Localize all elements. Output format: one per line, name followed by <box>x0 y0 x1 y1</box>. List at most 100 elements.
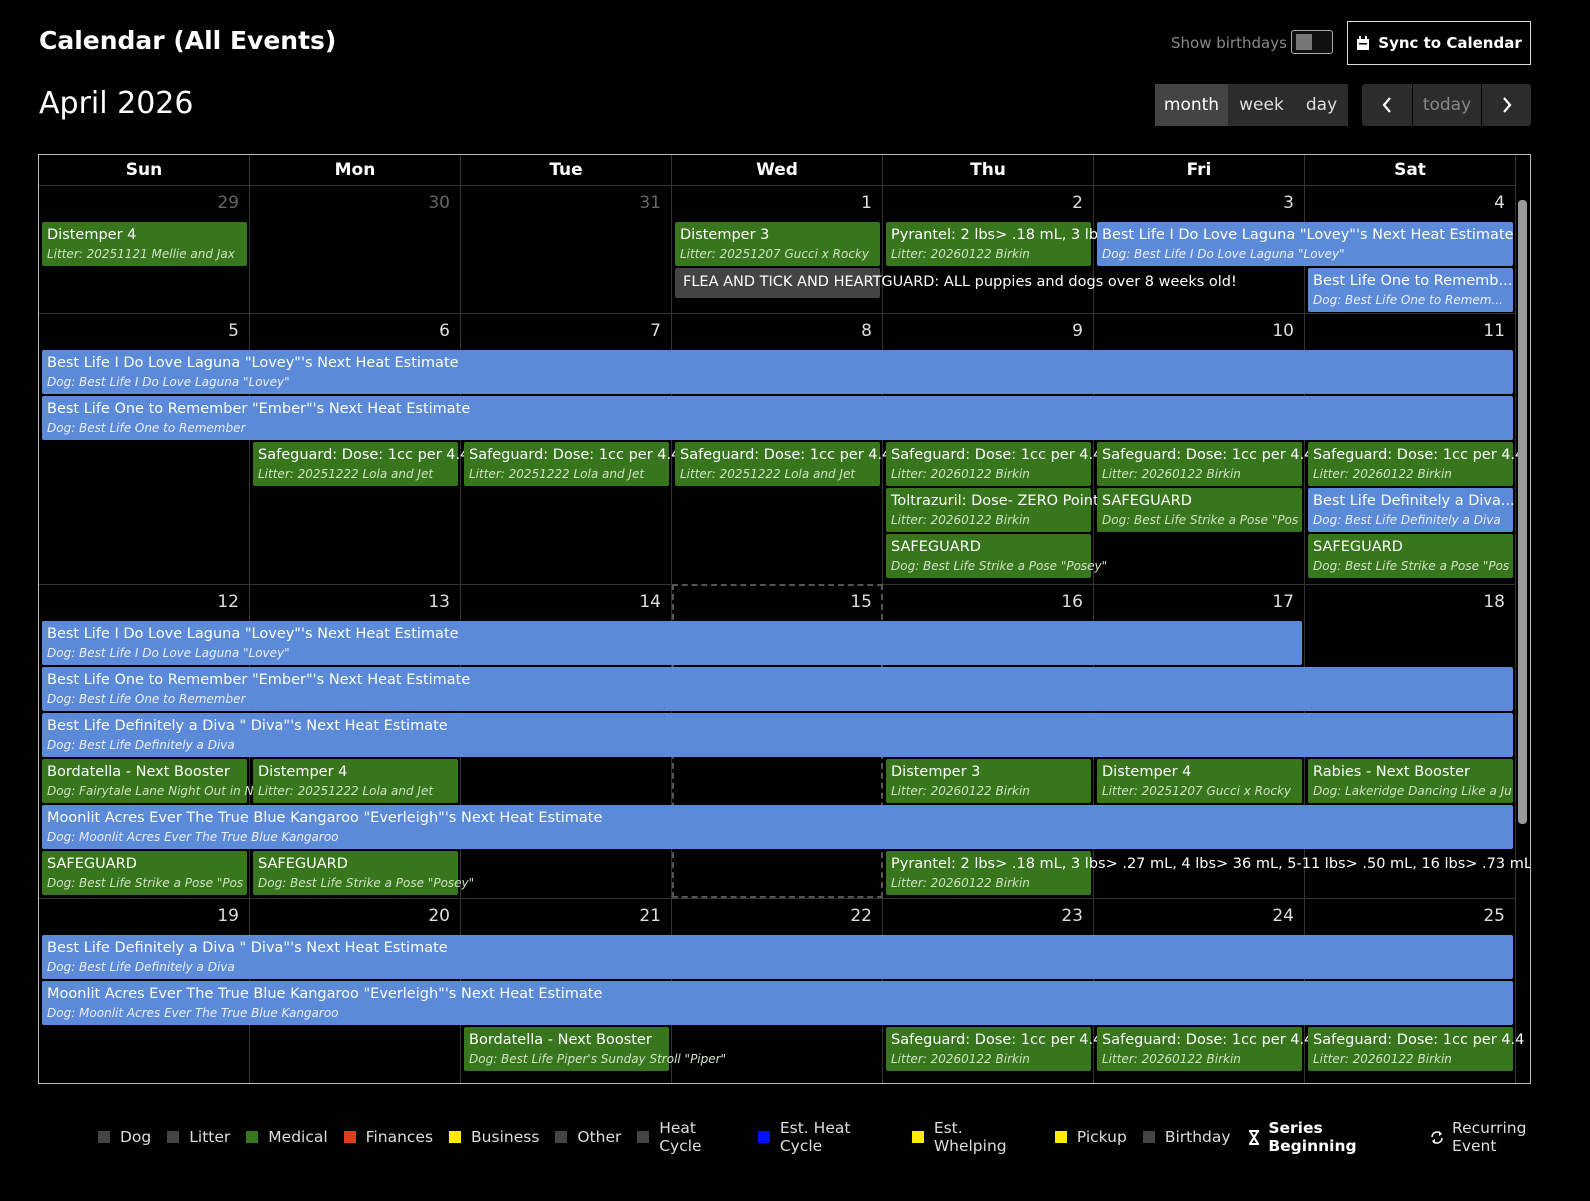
legend-item: Finances <box>343 1119 434 1155</box>
event-subtitle: Litter: 20251207 Gucci x Rocky <box>680 247 869 261</box>
event[interactable]: Safeguard: Dose: 1cc per 4.4 Litter: 2025… <box>464 442 680 486</box>
event[interactable]: FLEA AND TICK AND HEARTGUARD: ALL puppie… <box>675 268 1237 298</box>
event-title: Safeguard: Dose: 1cc per 4.4 <box>1313 1032 1525 1048</box>
day-number: 14 <box>639 592 661 612</box>
event-subtitle: Litter: 20260122 Birkin <box>1313 1052 1452 1066</box>
event-subtitle: Litter: 20251207 Gucci x Rocky <box>1102 784 1291 798</box>
event-subtitle: Litter: 20260122 Birkin <box>891 876 1030 890</box>
event-subtitle: Litter: 20251121 Mellie and Jax <box>47 247 235 261</box>
event[interactable]: Distemper 4 Litter: 20251207 Gucci x Rock… <box>1097 759 1302 803</box>
view-button[interactable]: day <box>1295 84 1348 126</box>
legend-item: Dog <box>98 1119 151 1155</box>
event[interactable]: Best Life Definitely a Diva " Diva"'s Ne… <box>42 713 1513 757</box>
day-number: 6 <box>439 321 450 341</box>
event[interactable]: Safeguard: Dose: 1cc per 4.4 Litter: 2026… <box>886 442 1103 486</box>
day-number: 8 <box>861 321 872 341</box>
view-button[interactable]: month <box>1155 84 1228 126</box>
prev-button[interactable] <box>1362 84 1412 126</box>
event-subtitle: Dog: Best Life Piper's Sunday Stroll "Pi… <box>469 1052 727 1066</box>
weekday-header: Wed <box>672 155 883 185</box>
event[interactable]: Bordatella - Next Booster Dog: Best Life … <box>464 1027 727 1071</box>
event[interactable]: SAFEGUARD Dog: Best Life Strike a Pose "P… <box>886 534 1108 578</box>
event[interactable]: Safeguard: Dose: 1cc per 4.4 Litter: 2025… <box>253 442 469 486</box>
calendar-icon <box>1357 35 1370 50</box>
event-title: Safeguard: Dose: 1cc per 4.4 <box>891 447 1103 463</box>
today-button[interactable]: today <box>1413 84 1481 126</box>
event[interactable]: Safeguard: Dose: 1cc per 4.4 Litter: 2026… <box>1097 442 1313 486</box>
birthday-toggle[interactable] <box>1291 30 1333 54</box>
event-subtitle: Dog: Best Life Strike a Pose "Posey" <box>258 876 475 890</box>
legend-item: Business <box>449 1119 539 1155</box>
event-subtitle: Dog: Best Life Definitely a Diva <box>47 738 235 752</box>
event[interactable]: Best Life One to Rememb... Dog: Best Life… <box>1308 268 1513 312</box>
event[interactable]: Distemper 4 Litter: 20251222 Lola and Jet <box>253 759 458 803</box>
event[interactable]: Safeguard: Dose: 1cc per 4.4 Litter: 2026… <box>1097 1027 1313 1071</box>
event-subtitle: Litter: 20251222 Lola and Jet <box>680 467 856 481</box>
event[interactable]: Pyrantel: 2 lbs> .18 mL, 3 lbs Litter: 20… <box>886 222 1106 266</box>
event[interactable]: Safeguard: Dose: 1cc per 4.4 Litter: 2026… <box>886 1027 1102 1071</box>
event[interactable]: Distemper 4 Litter: 20251121 Mellie and J… <box>42 222 247 266</box>
event-subtitle: Dog: Best Life Strike a Pose "Posey" <box>891 559 1108 573</box>
event-subtitle: Litter: 20260122 Birkin <box>891 784 1030 798</box>
event[interactable]: Best Life I Do Love Laguna "Lovey"'s Nex… <box>42 621 1302 665</box>
legend-item: Est. Whelping <box>911 1119 1039 1155</box>
event[interactable]: Safeguard: Dose: 1cc per 4.4 Litter: 2025… <box>675 442 892 486</box>
event-subtitle: Dog: Best Life One to Remember <box>47 421 246 435</box>
event[interactable]: SAFEGUARD Dog: Best Life Strike a Pose "P… <box>1097 488 1302 532</box>
event[interactable]: Best Life I Do Love Laguna "Lovey"'s Nex… <box>42 350 1513 394</box>
day-number: 16 <box>1061 592 1083 612</box>
legend-swatch <box>911 1131 924 1143</box>
day-number: 22 <box>850 906 872 926</box>
day-number: 12 <box>217 592 239 612</box>
event[interactable]: Best Life One to Remember "Ember"'s Next… <box>42 667 1513 711</box>
event[interactable]: Safeguard: Dose: 1cc per 4.4 Litter: 2026… <box>1308 442 1524 486</box>
legend-label: Dog <box>120 1128 152 1146</box>
view-button[interactable]: week <box>1228 84 1295 126</box>
event-subtitle: Dog: Best Life One to Remem... <box>1313 293 1503 307</box>
weekday-header: Fri <box>1094 155 1305 185</box>
day-cell <box>883 313 1094 584</box>
sync-button[interactable]: Sync to Calendar <box>1347 21 1531 65</box>
weekday-header: Tue <box>461 155 672 185</box>
legend-icon <box>1248 1129 1259 1145</box>
weekday-header: Thu <box>883 155 1094 185</box>
event-title: Pyrantel: 2 lbs> .18 mL, 3 lbs> .27 mL, … <box>891 856 1531 872</box>
legend-item: Heat Cycle <box>637 1119 742 1155</box>
day-cell <box>672 185 883 313</box>
scrollbar[interactable] <box>1518 200 1527 824</box>
event[interactable]: Best Life Definitely a Diva... Dog: Best … <box>1308 488 1515 532</box>
event-subtitle: Dog: Best Life I Do Love Laguna "Lovey" <box>1102 247 1345 261</box>
event[interactable]: SAFEGUARD Dog: Best Life Strike a Pose "P… <box>253 851 475 895</box>
legend-swatch <box>637 1131 650 1143</box>
event-title: Toltrazuril: Dose- ZERO Point <box>891 493 1099 509</box>
event[interactable]: Best Life Definitely a Diva " Diva"'s Ne… <box>42 935 1513 979</box>
event[interactable]: Rabies - Next Booster Dog: Lakeridge Danc… <box>1308 759 1513 803</box>
event[interactable]: Toltrazuril: Dose- ZERO Point Litter: 202… <box>886 488 1099 532</box>
event[interactable]: Bordatella - Next Booster Dog: Fairytale … <box>42 759 253 803</box>
day-number: 23 <box>1061 906 1083 926</box>
event[interactable]: Distemper 3 Litter: 20251207 Gucci x Rock… <box>675 222 880 266</box>
event[interactable]: Pyrantel: 2 lbs> .18 mL, 3 lbs> .27 mL, … <box>886 851 1531 895</box>
event[interactable]: Moonlit Acres Ever The True Blue Kangaro… <box>42 981 1513 1025</box>
day-number: 1 <box>861 193 872 213</box>
legend-item: Pickup <box>1054 1119 1127 1155</box>
legend-swatch <box>555 1131 568 1143</box>
event[interactable]: Distemper 3 Litter: 20260122 Birkin <box>886 759 1091 803</box>
legend-item: Series Beginning <box>1247 1119 1415 1155</box>
legend-label: Finances <box>365 1128 434 1146</box>
event-title: Safeguard: Dose: 1cc per 4.4 <box>680 447 892 463</box>
next-button[interactable] <box>1482 84 1531 126</box>
day-cell <box>672 313 883 584</box>
event[interactable]: SAFEGUARD Dog: Best Life Strike a Pose "P… <box>1308 534 1513 578</box>
event[interactable]: Best Life I Do Love Laguna "Lovey"'s Nex… <box>1097 222 1514 266</box>
day-cell <box>39 313 250 584</box>
event[interactable]: Safeguard: Dose: 1cc per 4.4 Litter: 2026… <box>1308 1027 1525 1071</box>
event-subtitle: Litter: 20251222 Lola and Jet <box>258 784 434 798</box>
event[interactable]: SAFEGUARD Dog: Best Life Strike a Pose "P… <box>42 851 247 895</box>
event[interactable]: Moonlit Acres Ever The True Blue Kangaro… <box>42 805 1513 849</box>
event-subtitle: Litter: 20251222 Lola and Jet <box>258 467 434 481</box>
day-number: 15 <box>850 592 872 612</box>
legend-label: Pickup <box>1076 1128 1127 1146</box>
legend-item: Est. Heat Cycle <box>758 1119 896 1155</box>
event[interactable]: Best Life One to Remember "Ember"'s Next… <box>42 396 1513 440</box>
